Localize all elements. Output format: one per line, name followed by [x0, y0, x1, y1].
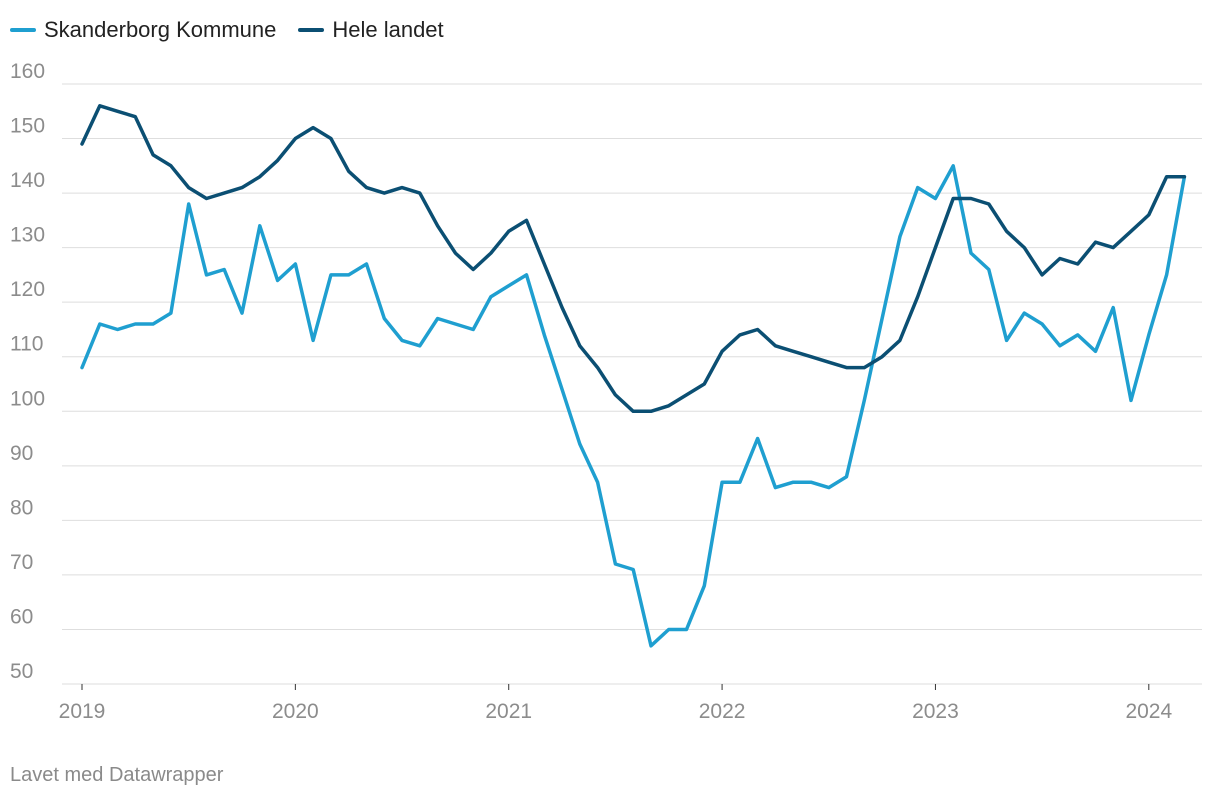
x-tick-label: 2021 [485, 700, 532, 723]
y-tick-label: 70 [10, 551, 33, 574]
legend-item-hele-landet: Hele landet [298, 17, 444, 43]
x-tick-label: 2023 [912, 700, 959, 723]
y-tick-label: 120 [10, 278, 45, 301]
x-tick-label: 2024 [1125, 700, 1172, 723]
legend-label-hele-landet: Hele landet [332, 17, 444, 42]
legend-label-skanderborg: Skanderborg Kommune [44, 17, 277, 42]
y-tick-label: 50 [10, 660, 33, 683]
legend-swatch-hele-landet [298, 28, 325, 32]
y-tick-label: 110 [10, 333, 43, 356]
credit-text: Lavet med Datawrapper [10, 764, 224, 786]
y-tick-label: 140 [10, 169, 45, 192]
legend-item-skanderborg: Skanderborg Kommune [10, 17, 276, 43]
y-tick-label: 100 [10, 387, 45, 410]
line-chart: 50 60 70 80 90 100 110 120 130 140 150 160 2019 2020 2… [10, 60, 1202, 723]
x-tick-label: 2022 [699, 700, 746, 723]
y-tick-label: 60 [10, 605, 33, 628]
y-tick-label: 90 [10, 442, 33, 465]
legend-swatch-skanderborg [10, 28, 36, 32]
chart-legend: Skanderborg Kommune Hele landet [10, 14, 444, 46]
y-tick-label: 150 [10, 115, 45, 138]
series-line-hele-landet [80, 104, 1187, 414]
y-tick-label: 160 [10, 60, 45, 83]
y-tick-label: 80 [10, 496, 33, 519]
x-tick-label: 2019 [59, 700, 106, 723]
series-line-skanderborg [80, 164, 1187, 648]
x-tick-label: 2020 [272, 700, 319, 723]
y-tick-label: 130 [10, 224, 45, 247]
